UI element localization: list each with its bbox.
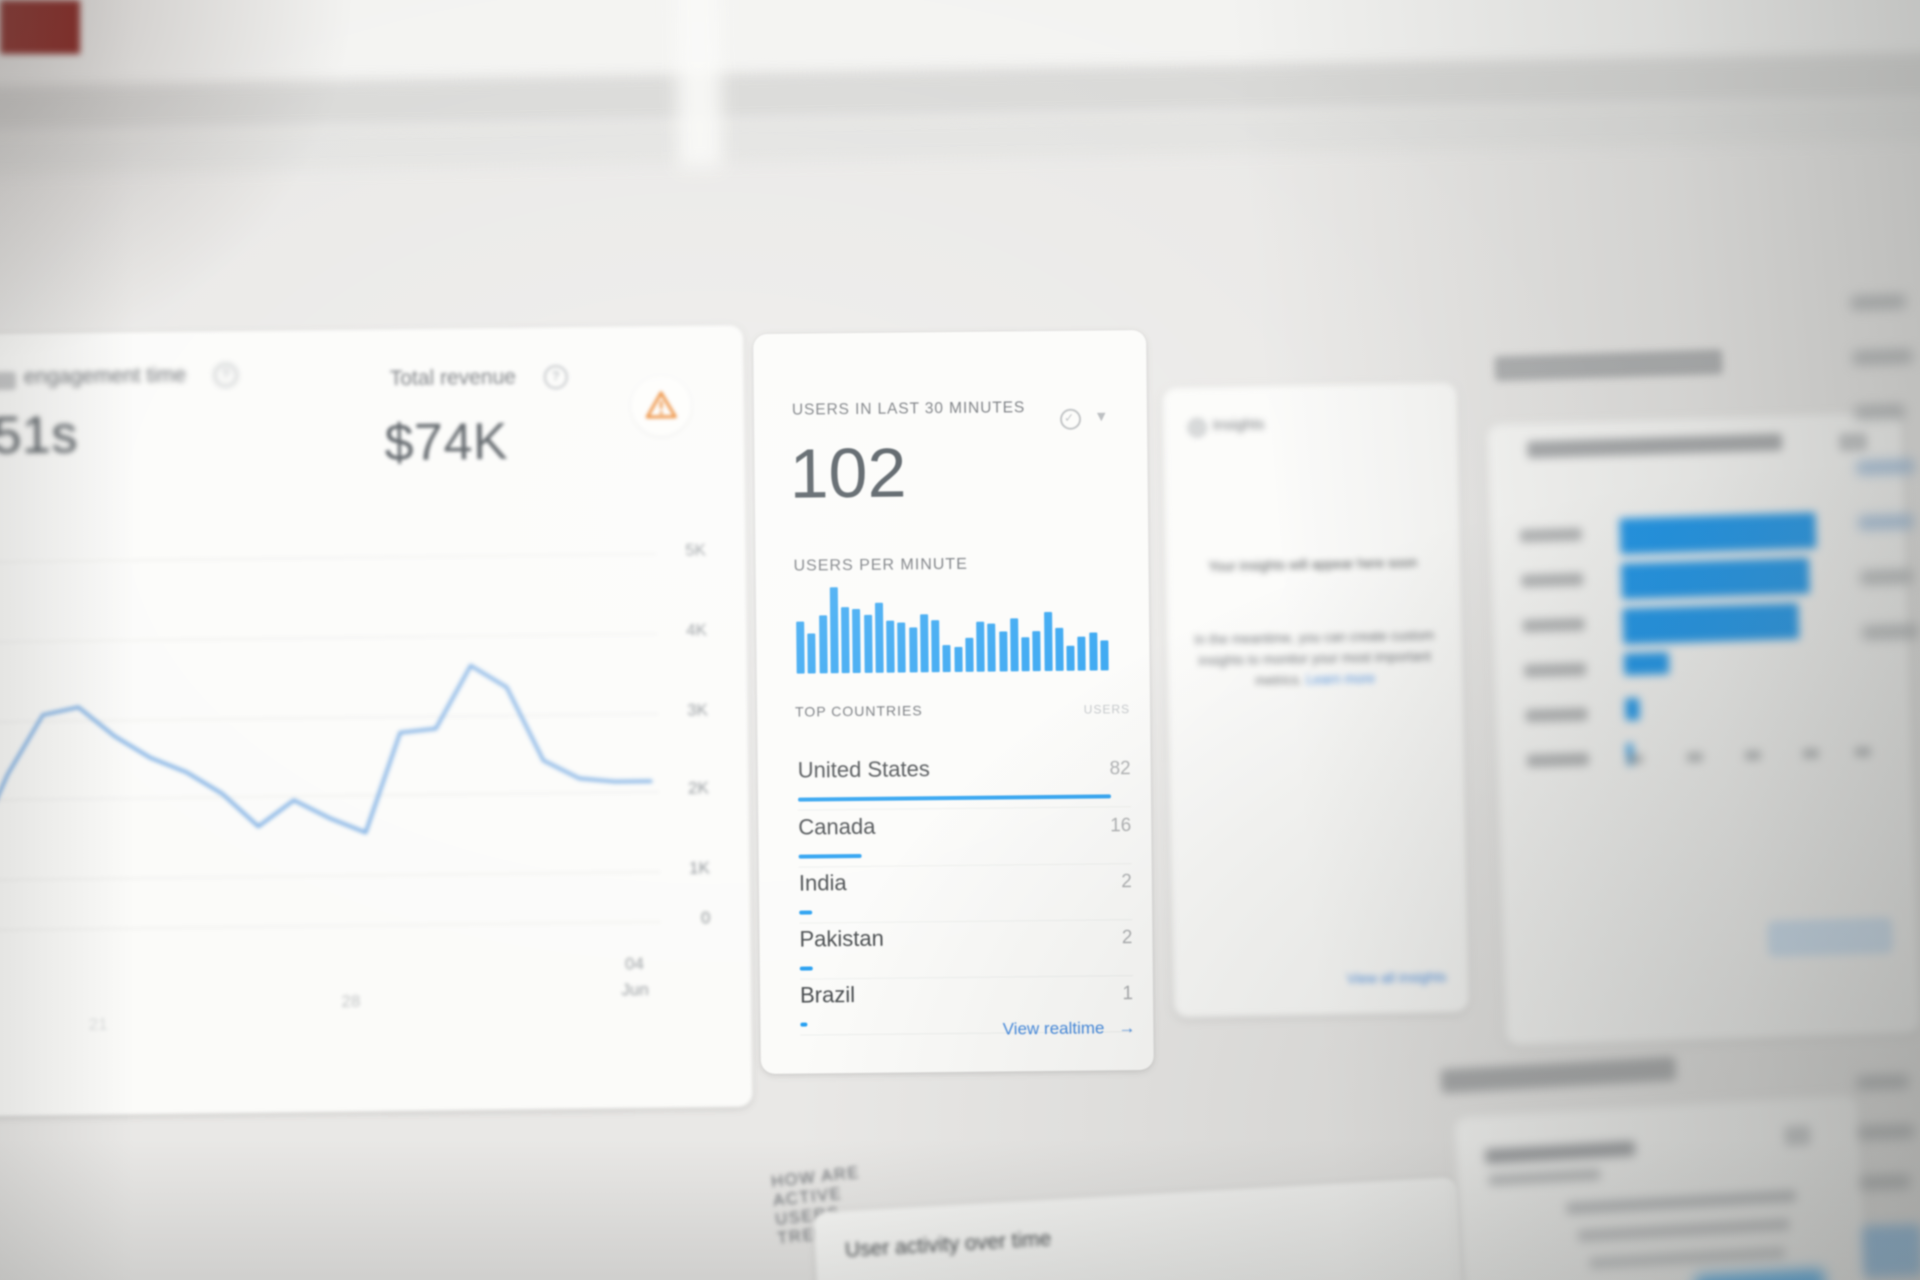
insights-empty-title: Your insights will appear here soon (1208, 555, 1418, 575)
users-column-header: USERS (1083, 702, 1131, 717)
card-title-blurred (1526, 433, 1783, 459)
warning-badge[interactable] (630, 375, 692, 437)
country-name: United States (797, 756, 930, 783)
text-row-blurred (1858, 514, 1914, 531)
section-header-blurred (1440, 1056, 1677, 1094)
text-row-blurred (1850, 294, 1906, 311)
top-countries-header: TOP COUNTRIES (795, 702, 923, 720)
section-header-blurred (1494, 349, 1723, 382)
country-name: India (798, 870, 847, 896)
country-users-value: 2 (1121, 871, 1133, 893)
insights-header: Insights (1212, 415, 1265, 434)
y-tick: 5K (685, 540, 707, 560)
arrow-right-icon (1118, 1018, 1135, 1037)
user-activity-card: User activity over time (812, 1176, 1465, 1280)
x-tick: 28 (341, 991, 361, 1011)
country-row: Canada 16 (798, 811, 1132, 870)
country-row: India 2 (799, 867, 1133, 926)
chart-fragment-blurred (1861, 1223, 1920, 1278)
view-realtime-link[interactable]: View realtime (1003, 1018, 1136, 1039)
country-name: Brazil (799, 982, 856, 1008)
text-row-blurred (1854, 404, 1905, 421)
country-row: Pakistan 2 (799, 923, 1133, 982)
text-row-blurred (1858, 1124, 1915, 1141)
y-tick: 2K (687, 778, 709, 798)
axis-tick-blurred (1686, 751, 1704, 763)
country-users-value: 2 (1121, 927, 1133, 949)
text-row-blurred (1856, 459, 1915, 476)
warning-triangle-icon (645, 391, 677, 419)
country-users-value: 1 (1122, 983, 1134, 1005)
y-tick: 0 (700, 908, 711, 928)
axis-tick-blurred (1854, 746, 1872, 758)
text-row-blurred (1852, 349, 1913, 366)
check-circle-icon[interactable] (1059, 408, 1082, 430)
caret-down-icon[interactable] (1097, 406, 1106, 426)
card-control-blurred[interactable] (1784, 1124, 1812, 1147)
x-tick-day: 04 (624, 954, 645, 974)
text-row-blurred (1860, 569, 1913, 586)
text-row-blurred (1566, 1189, 1797, 1215)
view-all-insights-link[interactable]: View all insights (1346, 968, 1447, 987)
record-indicator-block (0, 0, 80, 54)
country-share-bar (799, 910, 813, 915)
text-row-blurred (1589, 1246, 1786, 1270)
row-divider (798, 806, 1132, 811)
realtime-card: USERS IN LAST 30 MINUTES 102 USERS PER M… (753, 329, 1154, 1075)
country-users-value: 16 (1110, 815, 1132, 837)
y-tick: 1K (688, 858, 710, 878)
axis-tick-blurred (1802, 748, 1820, 759)
x-tick-month: Jun (621, 980, 649, 1000)
engagement-line-chart (0, 663, 653, 862)
users-per-minute-label: USERS PER MINUTE (793, 555, 968, 575)
country-users-value: 82 (1109, 758, 1131, 780)
chrome-highlight-strip (674, 0, 723, 168)
insights-card: Insights Your insights will appear here … (1161, 382, 1470, 1018)
view-realtime-label: View realtime (1002, 1018, 1105, 1039)
edge-card-sliver (1856, 1074, 1920, 1280)
top-items-bar-card (1486, 411, 1920, 1047)
x-tick: 21 (88, 1014, 108, 1034)
country-share-bar (800, 1022, 808, 1027)
card-title-blurred (1484, 1140, 1636, 1165)
country-share-bar (797, 794, 1112, 802)
country-name: Canada (798, 813, 876, 840)
learn-more-link[interactable]: Learn more (1305, 670, 1376, 688)
text-row-blurred (1856, 1074, 1909, 1091)
country-row: United States 82 (798, 754, 1132, 813)
text-row-blurred (1577, 1218, 1790, 1243)
browser-chrome (0, 0, 1920, 240)
text-row-blurred (1862, 624, 1919, 641)
country-share-bar (799, 966, 814, 971)
overview-metrics-card: engagement time 51s Total revenue $74K 5… (0, 324, 753, 1118)
y-tick: 4K (686, 620, 708, 640)
insights-empty-body: In the meantime, you can create custom i… (1192, 625, 1438, 693)
country-name: Pakistan (799, 925, 884, 952)
y-tick: 3K (686, 700, 709, 720)
text-row-blurred (1859, 1174, 1911, 1191)
right-hbar-chart (1519, 508, 1898, 799)
card-subtitle-blurred (1488, 1168, 1601, 1186)
chart-fragment-blurred (1694, 1268, 1828, 1280)
users-per-minute-chart (796, 584, 1109, 674)
axis-tick-blurred (1626, 753, 1644, 765)
realtime-title: USERS IN LAST 30 MINUTES (791, 399, 1026, 419)
country-share-bar (798, 853, 862, 859)
realtime-users-value: 102 (789, 433, 907, 513)
pale-blue-chip[interactable] (1767, 917, 1894, 958)
insights-icon (1188, 419, 1206, 437)
user-activity-title: User activity over time (844, 1227, 1052, 1262)
blurred-card (1453, 1094, 1871, 1280)
axis-tick-blurred (1744, 750, 1762, 761)
